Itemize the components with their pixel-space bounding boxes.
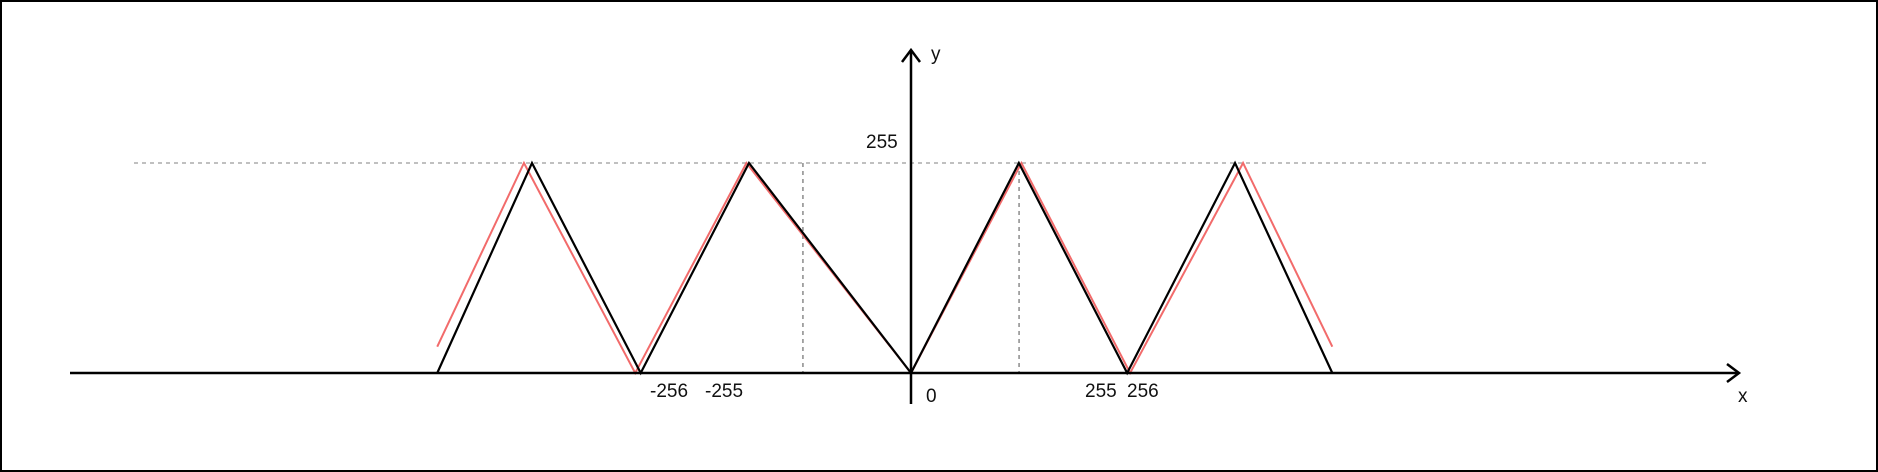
axes	[70, 47, 1742, 404]
labels: x y 255 -256 -255 0 255 256	[650, 44, 1748, 407]
curves	[436, 160, 1334, 376]
x-tick-label-zero: 0	[926, 386, 937, 407]
y-tick-label-255: 255	[866, 132, 898, 153]
black-triangle-wave	[436, 160, 1334, 376]
y-axis-label: y	[931, 44, 941, 65]
y-axis-arrowhead	[901, 47, 921, 63]
guide-lines	[134, 162, 1708, 373]
x-tick-label-neg255: -255	[705, 381, 743, 402]
x-axis-label: x	[1738, 386, 1748, 407]
red-triangle-wave	[436, 160, 1334, 376]
x-tick-label-neg256: -256	[650, 381, 688, 402]
x-tick-label-255: 255	[1085, 381, 1117, 402]
x-tick-label-256: 256	[1127, 381, 1159, 402]
x-axis-arrowhead	[1726, 363, 1742, 383]
